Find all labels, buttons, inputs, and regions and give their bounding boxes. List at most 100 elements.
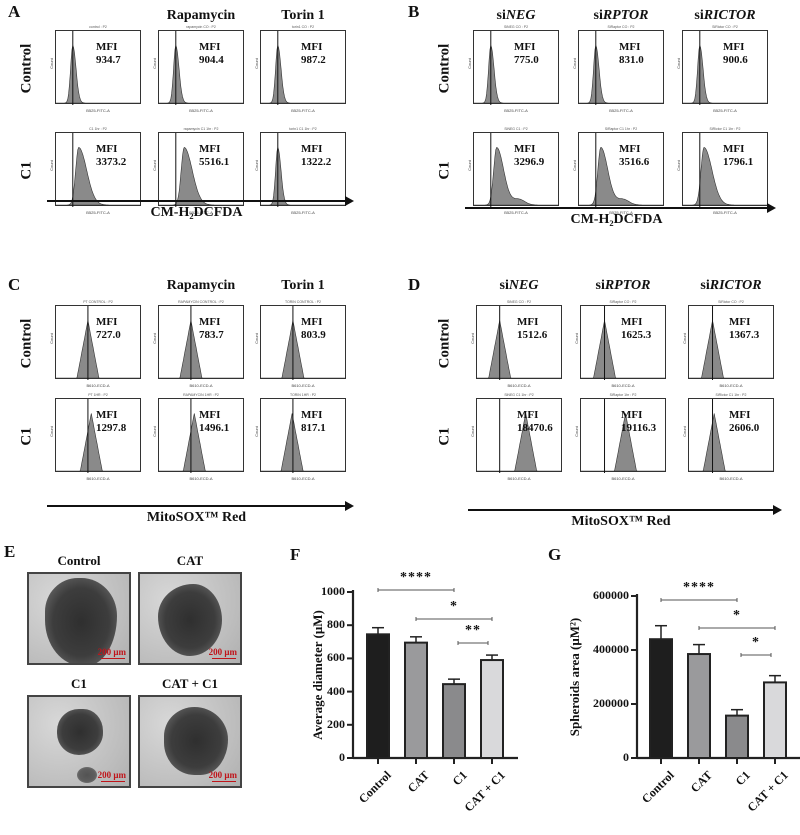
mfi-label: MFI [619, 143, 641, 155]
mfi-label: MFI [301, 409, 323, 421]
axis-arrow [465, 203, 776, 213]
image-title: C1 [71, 676, 87, 691]
y-count-label: Count [151, 58, 157, 69]
histogram-curve [159, 399, 243, 473]
histogram-plot: rapamycin C1 1hr : P2 MFI 5516.1 B525-FITC-… [152, 127, 244, 215]
y-tick-label: 600000 [593, 588, 629, 602]
histogram-curve [261, 31, 345, 105]
x-channel-label: B610-ECD-A [719, 476, 743, 481]
gate-label: control : P2 [89, 25, 107, 29]
histogram-plot: SiRaptor C1 1hr : P2 MFI 3516.6 B525-FITC-A… [572, 127, 664, 215]
histogram-curve [474, 31, 558, 105]
histogram-curve [56, 306, 140, 380]
histogram-plot: rapamycin CO : P2 MFI 904.4 B525-FITC-A Coun… [152, 25, 244, 113]
spheroid [158, 584, 222, 656]
column-title: siNEG [469, 278, 569, 294]
x-channel-label: B525-FITC-A [189, 108, 213, 113]
mfi-value: MFI 831.0 [619, 41, 644, 67]
gate-label: TORIN CONTROL : P2 [285, 300, 321, 304]
histogram-plot: SiRictor C1 1hr : P2 MFI 1796.1 B525-FITC-A… [676, 127, 768, 215]
axis-title: CM-H₂DCFDA [570, 212, 663, 227]
y-count-label: Count [681, 333, 687, 344]
spheroid [164, 707, 228, 775]
gate-label: RAPAMYCIN 1HR : P2 [183, 393, 219, 397]
y-tick-label: 400 [327, 683, 345, 698]
mfi-value: MFI 904.4 [199, 41, 224, 67]
significance-label: * [752, 635, 760, 650]
bar [725, 714, 749, 759]
y-count-label: Count [151, 426, 157, 437]
mfi-number: 934.7 [96, 54, 121, 66]
panel-letter: F [290, 545, 301, 564]
y-axis-label: Average diameter (μM) [310, 610, 325, 740]
mfi-value: MFI 3516.6 [619, 143, 649, 169]
mfi-value: MFI 1796.1 [723, 143, 753, 169]
y-count-label: Count [466, 58, 472, 69]
mfi-label: MFI [621, 409, 643, 421]
column-title-prefix: Torin 1 [281, 8, 325, 23]
column-title: Rapamycin [151, 278, 251, 294]
x-channel-label: B525-FITC-A [291, 108, 315, 113]
gate-label: SiRaptor CO : P2 [607, 25, 635, 29]
column-title: siNEG [466, 8, 566, 24]
y-count-label: Count [675, 160, 681, 171]
y-count-label: Count [151, 333, 157, 344]
histogram-curve [159, 133, 243, 207]
mfi-label: MFI [199, 143, 221, 155]
x-channel-label: B610-ECD-A [291, 383, 315, 388]
axis-title: CM-H₂DCFDA [150, 205, 243, 220]
scale-bar-label: 200 μm [208, 770, 237, 780]
mfi-label: MFI [517, 316, 539, 328]
column-title: siRPTOR [571, 8, 671, 24]
mfi-label: MFI [96, 316, 118, 328]
bar [649, 638, 673, 760]
histogram-curve [56, 31, 140, 105]
column-title: Torin 1 [253, 278, 353, 294]
histogram-curve [581, 306, 665, 380]
histogram-plot: PT 1HR : P2 MFI 1297.8 B610-ECD-A Count [49, 393, 141, 481]
column-title-prefix: si [496, 8, 506, 23]
x-channel-label: B525-FITC-A [609, 108, 633, 113]
axis-title: MitoSOX™ Red [146, 510, 247, 525]
histogram-curve [689, 306, 773, 380]
y-count-label: Count [253, 426, 259, 437]
scale-bar [101, 658, 125, 659]
mfi-value: MFI 727.0 [96, 316, 121, 342]
column-title-prefix: si [694, 8, 704, 23]
spheroid-fragment [77, 767, 97, 783]
significance-label: **** [683, 580, 715, 595]
gate-label: torin1 C1 1hr : P2 [289, 127, 317, 131]
column-title-gene: NEG [505, 8, 536, 23]
mfi-number: 1512.6 [517, 329, 548, 341]
row-label: C1 [436, 161, 453, 180]
y-count-label: Count [571, 58, 577, 69]
column-title: Torin 1 [253, 8, 353, 24]
mfi-number: 817.1 [301, 422, 326, 434]
gate-label: rapamycin C1 1hr : P2 [183, 127, 219, 131]
column-title-prefix: si [700, 278, 710, 293]
y-count-label: Count [675, 58, 681, 69]
gate-label: SiNEG CO : P2 [506, 300, 532, 304]
y-count-label: Count [253, 333, 259, 344]
mfi-label: MFI [729, 409, 751, 421]
mfi-label: MFI [514, 41, 536, 53]
column-title-gene: RICTOR [703, 8, 756, 23]
column-title-prefix: si [595, 278, 605, 293]
x-channel-label: B610-ECD-A [611, 383, 635, 388]
gate-label: SiNEG C1 1hr : P2 [504, 393, 534, 397]
x-channel-label: B525-FITC-A [291, 210, 315, 215]
mfi-label: MFI [517, 409, 539, 421]
mfi-label: MFI [301, 41, 323, 53]
axis-title: MitoSOX™ Red [571, 514, 671, 529]
row-label: Control [18, 43, 35, 94]
mfi-value: MFI 987.2 [301, 41, 326, 67]
row-label: Control [436, 318, 453, 369]
x-channel-label: B610-ECD-A [189, 383, 213, 388]
mfi-label: MFI [621, 316, 643, 328]
x-channel-label: B525-FITC-A [504, 108, 528, 113]
histogram-curve [579, 133, 663, 207]
significance-label: * [733, 608, 741, 623]
panel-letter: A [8, 2, 21, 21]
mfi-label: MFI [96, 41, 118, 53]
gate-label: SiRictor CO : P2 [718, 300, 744, 304]
